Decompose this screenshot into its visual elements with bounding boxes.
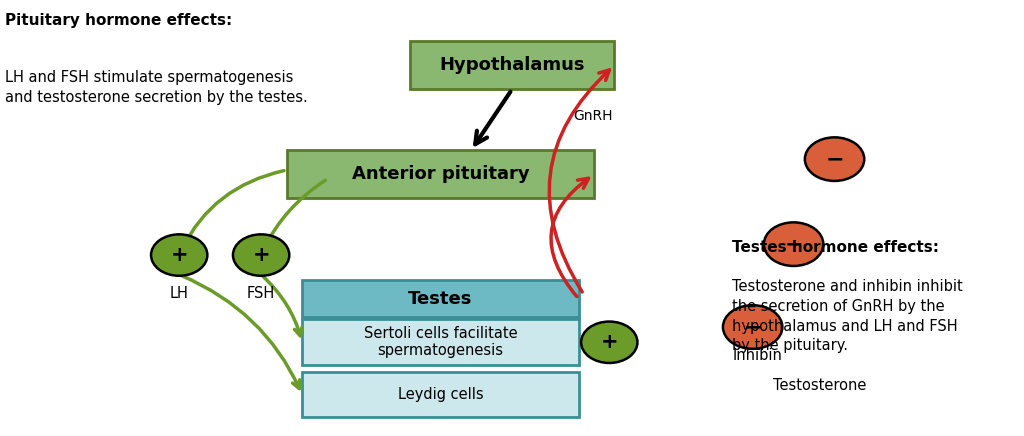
Ellipse shape (581, 322, 637, 363)
FancyBboxPatch shape (287, 150, 594, 198)
Text: Testes: Testes (409, 290, 472, 308)
Text: Leydig cells: Leydig cells (397, 387, 483, 402)
Text: Inhibin: Inhibin (732, 348, 782, 363)
Ellipse shape (723, 305, 782, 349)
Ellipse shape (152, 235, 207, 276)
FancyBboxPatch shape (302, 319, 579, 365)
FancyArrowPatch shape (475, 92, 510, 144)
Text: −: − (825, 149, 844, 169)
Text: GnRH: GnRH (573, 109, 613, 123)
Text: Pituitary hormone effects:: Pituitary hormone effects: (5, 13, 232, 28)
FancyBboxPatch shape (410, 41, 614, 89)
Text: Testes hormone effects:: Testes hormone effects: (732, 240, 939, 255)
FancyArrowPatch shape (264, 180, 326, 249)
Text: +: + (600, 332, 618, 352)
Text: LH and FSH stimulate spermatogenesis
and testosterone secretion by the testes.: LH and FSH stimulate spermatogenesis and… (5, 70, 308, 105)
FancyArrowPatch shape (549, 70, 609, 292)
Text: −: − (784, 234, 803, 254)
Text: Sertoli cells facilitate
spermatogenesis: Sertoli cells facilitate spermatogenesis (364, 326, 517, 358)
FancyArrowPatch shape (182, 170, 284, 249)
Text: Hypothalamus: Hypothalamus (439, 56, 585, 75)
FancyArrowPatch shape (182, 276, 300, 388)
FancyArrowPatch shape (263, 276, 302, 336)
FancyArrowPatch shape (551, 178, 589, 296)
Text: Anterior pituitary: Anterior pituitary (351, 165, 529, 184)
Text: LH: LH (170, 286, 188, 300)
Text: FSH: FSH (247, 286, 275, 300)
Text: Testosterone: Testosterone (773, 378, 866, 393)
Ellipse shape (233, 235, 290, 276)
Ellipse shape (805, 137, 864, 181)
Text: +: + (252, 245, 270, 265)
Text: −: − (743, 317, 762, 337)
Ellipse shape (764, 222, 823, 266)
FancyBboxPatch shape (302, 371, 579, 418)
Text: Testosterone and inhibin inhibit
the secretion of GnRH by the
hypothalamus and L: Testosterone and inhibin inhibit the sec… (732, 279, 963, 354)
Text: +: + (170, 245, 188, 265)
FancyBboxPatch shape (302, 280, 579, 317)
